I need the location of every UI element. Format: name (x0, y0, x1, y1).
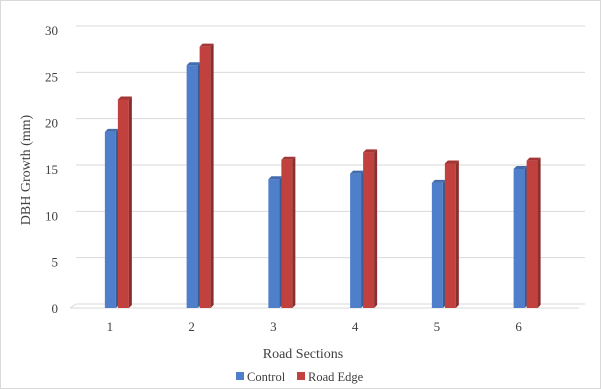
bar-control-6 (513, 166, 528, 308)
bar-front (431, 182, 443, 308)
floor-edge (69, 303, 77, 309)
legend-swatch-road-edge (297, 372, 305, 380)
bar-front (104, 131, 116, 308)
y-tick-label: 15 (45, 162, 58, 177)
bar-control-4 (350, 170, 365, 308)
x-tick-label: 5 (434, 319, 441, 334)
bar-road-edge-2 (199, 43, 214, 309)
bar-top (363, 149, 378, 153)
bar-top (431, 179, 446, 183)
bar-top (444, 160, 459, 164)
y-axis-ticks: 0 5 10 15 20 25 30 (45, 23, 58, 316)
bar-side (128, 96, 132, 308)
x-axis-ticks: 1 2 3 4 5 6 (107, 319, 523, 334)
bar-front (186, 65, 198, 308)
x-tick-label: 3 (270, 319, 277, 334)
bar-top (117, 96, 132, 100)
bar-control-1 (104, 128, 119, 308)
bar-side (455, 160, 459, 308)
bar-road-edge-1 (117, 96, 132, 308)
bar-road-edge-5 (444, 160, 459, 308)
bar-side (537, 157, 541, 308)
y-tick-label: 25 (45, 69, 58, 84)
x-tick-label: 4 (352, 319, 359, 334)
bar-top (513, 166, 528, 169)
bar-top (526, 157, 541, 161)
y-tick-label: 0 (52, 301, 59, 316)
bar-top (350, 170, 365, 174)
bar-control-3 (268, 176, 283, 308)
bar-top (268, 176, 283, 180)
bar-control-5 (431, 179, 446, 308)
y-tick-label: 5 (52, 255, 59, 270)
x-tick-label: 6 (515, 319, 522, 334)
x-tick-label: 2 (188, 319, 195, 334)
bar-side (292, 156, 296, 308)
legend-label-control: Control (247, 370, 286, 384)
gridlines (69, 25, 585, 309)
y-tick-label: 20 (45, 116, 58, 131)
bar-front (350, 173, 362, 308)
bar-front (526, 160, 538, 308)
y-tick-label: 10 (45, 208, 58, 223)
bar-front (117, 99, 129, 308)
legend-swatch-control (236, 372, 244, 380)
x-tick-label: 1 (107, 319, 114, 334)
bar-road-edge-3 (281, 156, 296, 308)
legend: Control Road Edge (236, 370, 364, 384)
bar-front (268, 179, 280, 308)
legend-label-road-edge: Road Edge (308, 370, 364, 384)
bars (104, 43, 541, 309)
bar-control-2 (186, 62, 201, 308)
bar-front (199, 46, 211, 309)
bar-road-edge-4 (363, 149, 378, 308)
bar-top (104, 128, 119, 132)
bar-top (281, 156, 296, 160)
y-tick-label: 30 (45, 23, 58, 38)
bar-front (513, 169, 525, 308)
bar-top (186, 62, 201, 66)
y-axis-title: DBH Growth (mm) (19, 114, 34, 225)
bar-road-edge-6 (526, 157, 541, 308)
bar-side (210, 43, 214, 309)
bar-front (281, 159, 293, 308)
bar-front (444, 163, 456, 308)
bar-top (199, 43, 214, 47)
bar-front (363, 152, 375, 308)
bar-side (374, 149, 378, 308)
x-axis-title: Road Sections (263, 347, 344, 362)
